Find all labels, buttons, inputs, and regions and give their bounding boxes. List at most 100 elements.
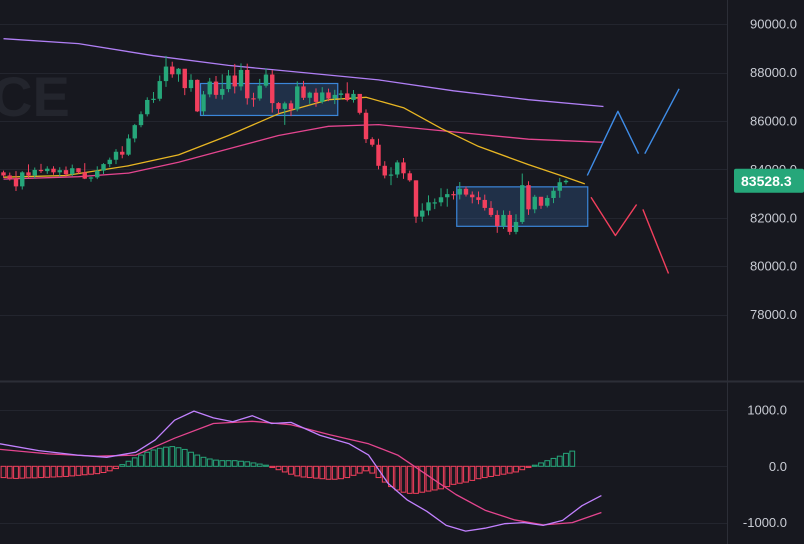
macd-histogram-bar [569, 450, 576, 467]
candle-body [126, 138, 131, 155]
candle [545, 195, 550, 208]
candle [563, 179, 569, 185]
candle-body [382, 165, 387, 176]
candle-body [13, 178, 19, 187]
candle [532, 194, 537, 214]
candle [7, 172, 12, 181]
candle [326, 88, 331, 102]
candle [363, 109, 369, 144]
macd-histogram-bar [394, 465, 401, 491]
projection-down-line [642, 209, 670, 274]
candle [195, 79, 200, 113]
candle [101, 163, 106, 175]
macd-histogram-bar [356, 465, 363, 474]
macd-histogram-bar [263, 464, 269, 467]
candle-body [313, 92, 319, 102]
macd-histogram-bar [38, 465, 44, 479]
macd-histogram-bar [144, 451, 151, 467]
candle-body [113, 151, 119, 160]
macd-histogram-bar [325, 465, 332, 480]
macd-histogram-bar [150, 449, 157, 467]
candle [307, 91, 312, 104]
candle-body [376, 144, 381, 166]
macd-histogram-bar [131, 457, 138, 467]
candle [282, 101, 287, 125]
candle-body [513, 221, 519, 232]
macd-histogram-bar [400, 465, 407, 493]
candle-body [151, 98, 156, 100]
candle-body [482, 199, 487, 208]
candle-body [220, 89, 225, 95]
macd-histogram-bar [494, 465, 501, 476]
candle-body [163, 66, 169, 82]
candle [63, 166, 69, 178]
candle-body [438, 197, 444, 203]
macd-axis[interactable]: 1000.0 0.0 -1000.0 [743, 403, 787, 531]
macd-histogram-bar [481, 465, 488, 479]
candle [232, 63, 237, 94]
macd-histogram-bar [0, 465, 7, 479]
macd-histogram-bar [50, 465, 57, 478]
macd-histogram-bar [513, 465, 519, 473]
candle [70, 164, 75, 176]
macd-histogram-bar [113, 465, 119, 470]
candle-body [520, 185, 525, 222]
price-plot[interactable] [1, 38, 680, 274]
candle-body [326, 92, 331, 99]
candle-body [7, 175, 12, 179]
candle [501, 210, 506, 229]
macd-histogram-bar [106, 465, 113, 472]
macd-histogram-bar [450, 465, 457, 485]
candle-body [420, 210, 425, 217]
candle [495, 210, 500, 233]
price-axis-tick-label: 86000.0 [750, 114, 797, 129]
macd-histogram-bar [13, 465, 19, 479]
candle [370, 137, 375, 147]
candle [245, 63, 250, 105]
candle [257, 78, 262, 101]
candle [188, 74, 194, 92]
macd-histogram-bar [75, 465, 82, 476]
candle-body [395, 162, 400, 175]
candle [313, 88, 319, 107]
candle-body [488, 207, 494, 215]
macd-histogram-bar [244, 461, 251, 467]
macd-histogram-bar [25, 465, 32, 479]
candle [338, 90, 344, 100]
macd-histogram-bar [444, 465, 451, 488]
candle [163, 55, 169, 87]
candle [138, 111, 144, 128]
candle-body [20, 172, 25, 187]
macd-histogram-bar [406, 465, 413, 494]
macd-histogram-bar [350, 465, 357, 476]
candle-body [557, 182, 562, 191]
candle [88, 176, 94, 182]
candle [463, 186, 469, 197]
candle-body [401, 162, 406, 174]
macd-histogram-bar [488, 465, 494, 477]
candle-body [88, 177, 94, 179]
candle-body [526, 185, 531, 210]
candle-body [432, 202, 437, 204]
candle-body [445, 194, 450, 198]
macd-histogram-bar [306, 465, 313, 479]
candle [351, 90, 356, 103]
candle [76, 168, 81, 174]
macd-plot[interactable] [0, 410, 602, 532]
candle [538, 196, 544, 209]
current-price-label: 83528.3 [741, 173, 792, 189]
candle-body [345, 93, 350, 100]
macd-histogram-bar [319, 465, 326, 480]
candle-body [32, 169, 37, 176]
candle [120, 146, 125, 159]
candle [551, 186, 556, 204]
macd-histogram-bar [181, 448, 188, 467]
macd-histogram-bar [419, 465, 426, 493]
macd-histogram-bar [556, 455, 563, 467]
candle-body [457, 188, 462, 195]
candle-body [232, 75, 237, 87]
candle [32, 167, 37, 179]
candle [226, 69, 231, 93]
candle-body [338, 93, 344, 95]
price-axis-tick-label: 78000.0 [750, 307, 797, 322]
